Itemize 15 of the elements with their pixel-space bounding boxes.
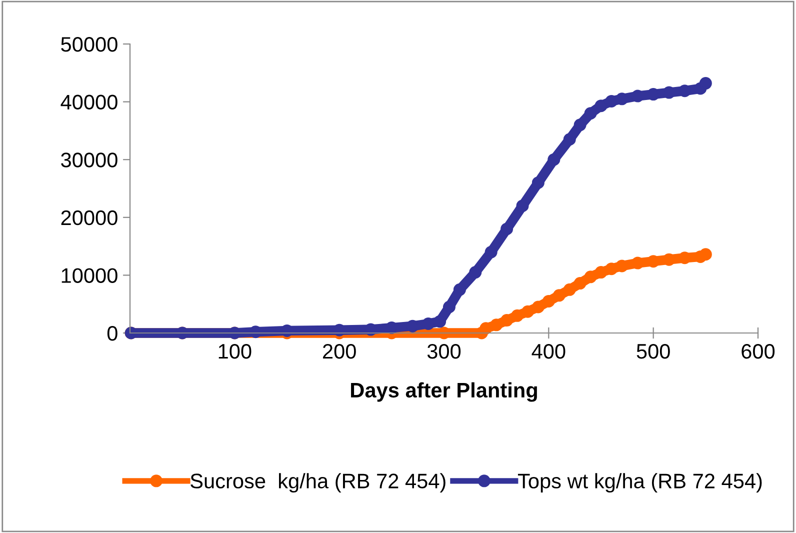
y-tick-label: 30000 [61, 152, 118, 168]
legend-label: Sucrose kg/ha (RB 72 454) [190, 473, 446, 493]
y-tick-label: 50000 [61, 37, 118, 52]
x-tick-label: 300 [427, 344, 461, 359]
x-tick-label: 600 [742, 344, 775, 359]
y-tick-label: 10000 [62, 268, 118, 283]
y-tick-label: 40000 [60, 94, 118, 110]
x-tick-label: 500 [636, 344, 670, 359]
legend-label: Tops wt kg/ha (RB 72 454) [518, 473, 762, 493]
x-tick-label: 400 [532, 344, 566, 359]
x-axis-title: Days after Planting [351, 382, 537, 402]
x-tick-label: 100 [218, 344, 252, 359]
y-tick-label: 0 [107, 326, 118, 341]
x-tick-label: 200 [323, 344, 356, 359]
y-tick-label: 20000 [61, 210, 118, 226]
